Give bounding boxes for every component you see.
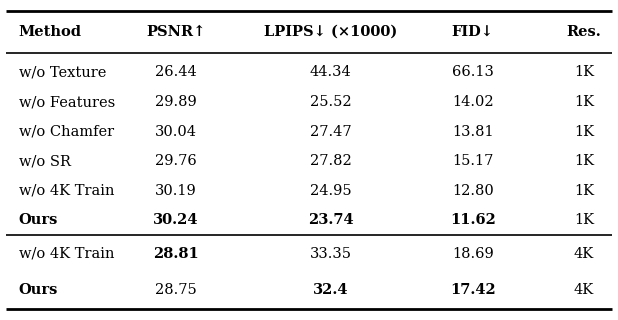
Text: 17.42: 17.42 <box>450 284 496 297</box>
Text: LPIPS↓ (×1000): LPIPS↓ (×1000) <box>264 25 397 39</box>
Text: 44.34: 44.34 <box>310 65 352 79</box>
Text: 4K: 4K <box>574 247 594 260</box>
Text: 14.02: 14.02 <box>452 95 494 109</box>
Text: 26.44: 26.44 <box>155 65 197 79</box>
Text: 32.4: 32.4 <box>313 284 349 297</box>
Text: 66.13: 66.13 <box>452 65 494 79</box>
Text: Res.: Res. <box>567 25 601 39</box>
Text: 29.76: 29.76 <box>155 154 197 168</box>
Text: 28.81: 28.81 <box>153 247 199 260</box>
Text: 28.75: 28.75 <box>155 284 197 297</box>
Text: 27.47: 27.47 <box>310 124 352 139</box>
Text: w/o SR: w/o SR <box>19 154 70 168</box>
Text: 18.69: 18.69 <box>452 247 494 260</box>
Text: Ours: Ours <box>19 284 58 297</box>
Text: 29.89: 29.89 <box>155 95 197 109</box>
Text: Method: Method <box>19 25 82 39</box>
Text: 30.04: 30.04 <box>155 124 197 139</box>
Text: 13.81: 13.81 <box>452 124 494 139</box>
Text: 23.74: 23.74 <box>308 213 353 228</box>
Text: w/o 4K Train: w/o 4K Train <box>19 184 114 198</box>
Text: 11.62: 11.62 <box>450 213 496 228</box>
Text: 33.35: 33.35 <box>310 247 352 260</box>
Text: w/o 4K Train: w/o 4K Train <box>19 247 114 260</box>
Text: 1K: 1K <box>574 124 594 139</box>
Text: 15.17: 15.17 <box>452 154 493 168</box>
Text: 1K: 1K <box>574 154 594 168</box>
Text: 12.80: 12.80 <box>452 184 494 198</box>
Text: 1K: 1K <box>574 213 594 228</box>
Text: 27.82: 27.82 <box>310 154 352 168</box>
Text: 30.24: 30.24 <box>153 213 199 228</box>
Text: 25.52: 25.52 <box>310 95 352 109</box>
Text: PSNR↑: PSNR↑ <box>146 25 206 39</box>
Text: 1K: 1K <box>574 95 594 109</box>
Text: w/o Features: w/o Features <box>19 95 115 109</box>
Text: 4K: 4K <box>574 284 594 297</box>
Text: w/o Texture: w/o Texture <box>19 65 106 79</box>
Text: 30.19: 30.19 <box>155 184 197 198</box>
Text: FID↓: FID↓ <box>452 25 494 39</box>
Text: 24.95: 24.95 <box>310 184 352 198</box>
Text: 1K: 1K <box>574 184 594 198</box>
Text: 1K: 1K <box>574 65 594 79</box>
Text: w/o Chamfer: w/o Chamfer <box>19 124 114 139</box>
Text: Ours: Ours <box>19 213 58 228</box>
